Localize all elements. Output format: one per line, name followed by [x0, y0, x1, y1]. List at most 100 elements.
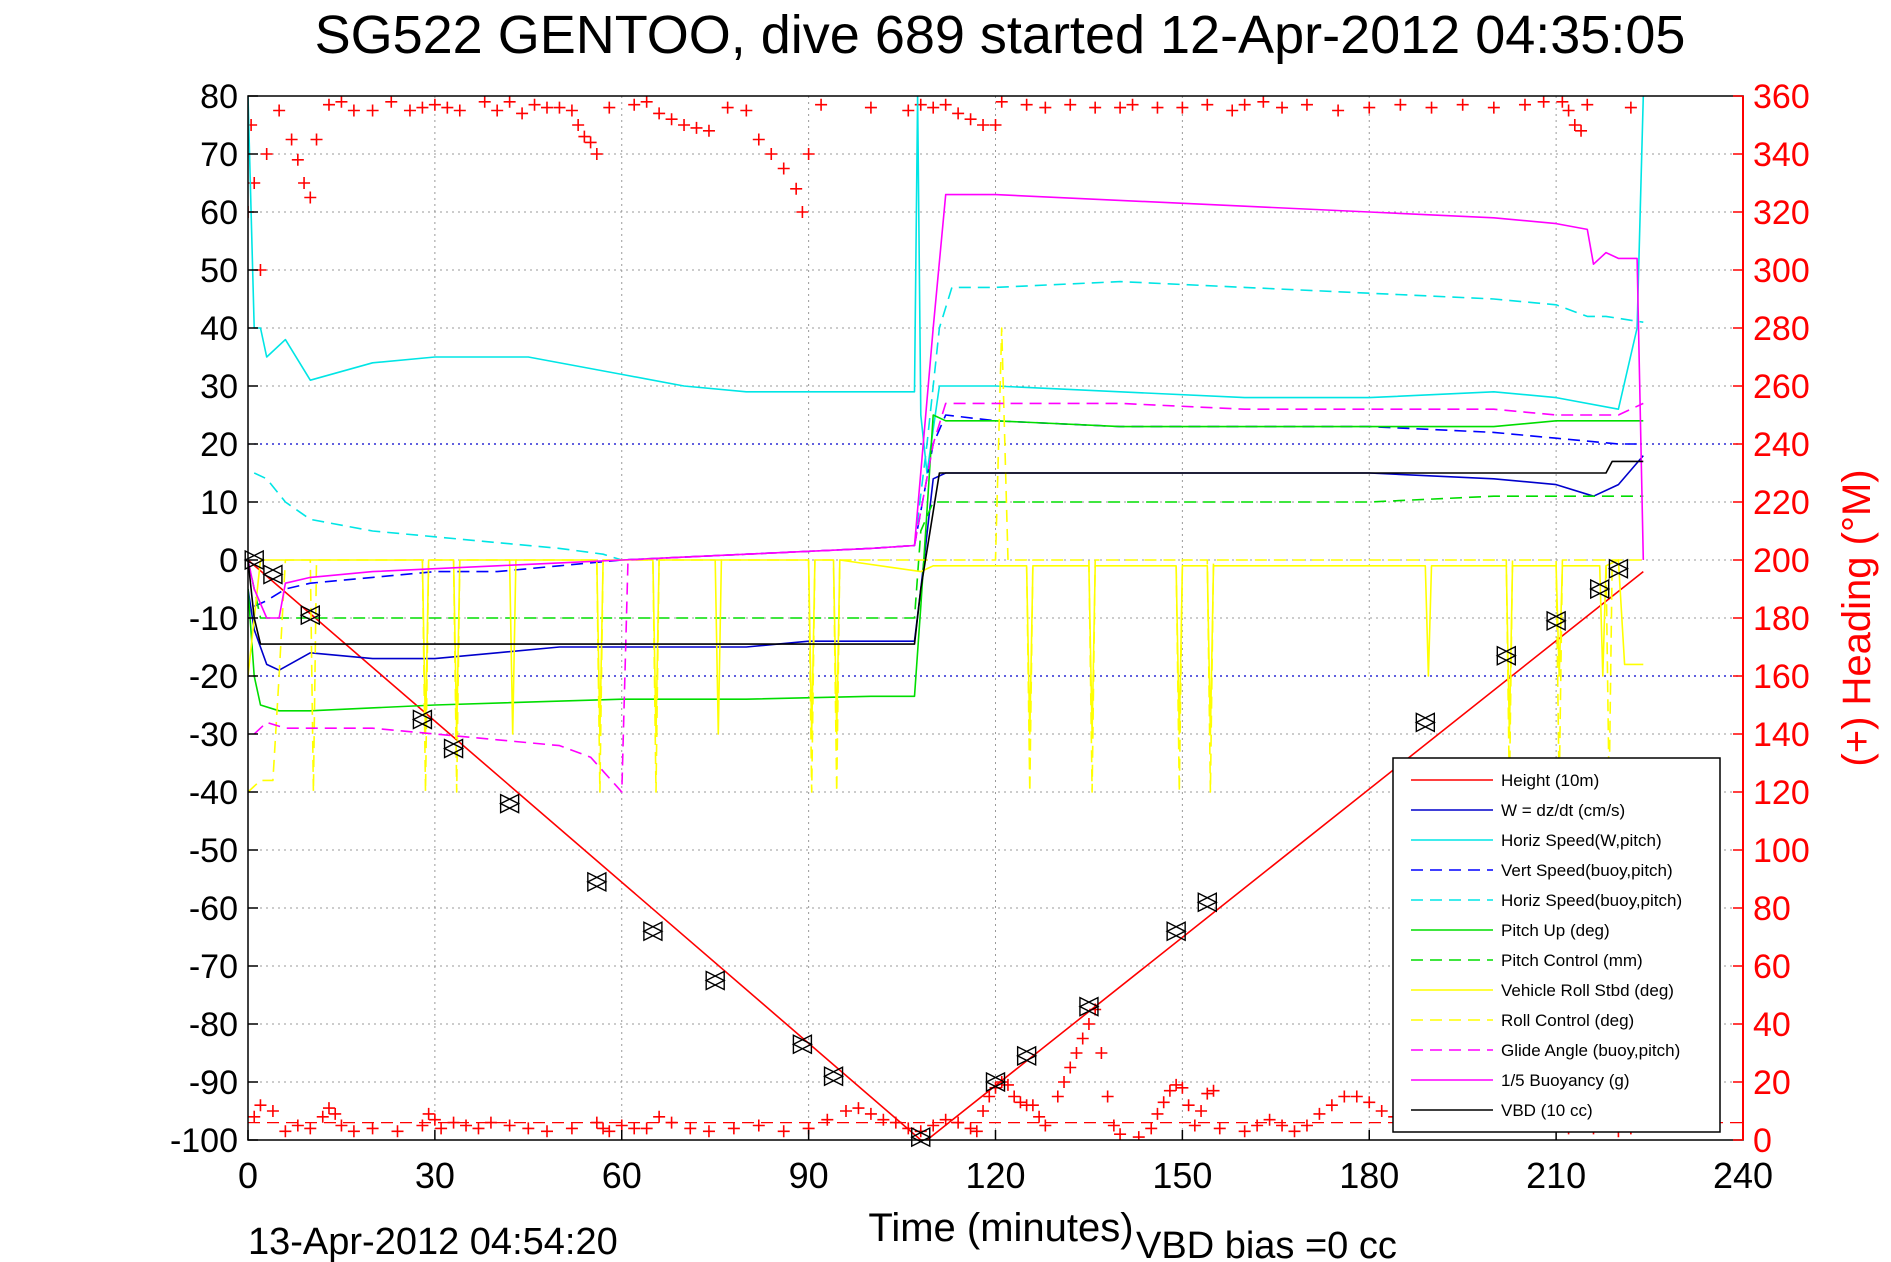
right-y-tick-label: 0: [1753, 1122, 1772, 1160]
heading-point: [1425, 101, 1438, 114]
heading-point: [1207, 1084, 1220, 1097]
series-line-1: [248, 455, 1644, 672]
heading-point: [1163, 1084, 1176, 1097]
series-line-0: [248, 559, 1644, 1140]
right-y-tick-label: 40: [1753, 1006, 1791, 1044]
heading-point: [1064, 1061, 1077, 1074]
heading-point: [304, 1122, 317, 1135]
left-y-tick-label: -40: [189, 774, 238, 812]
heading-point: [864, 101, 877, 114]
heading-point: [1276, 101, 1289, 114]
heading-point: [640, 96, 653, 108]
legend-box: [1392, 757, 1721, 1133]
right-y-tick-label: 80: [1753, 890, 1791, 928]
right-y-tick-label: 100: [1753, 832, 1810, 870]
heading-point: [503, 96, 516, 108]
heading-point: [1300, 1119, 1313, 1132]
left-y-tick-label: -100: [170, 1122, 238, 1160]
heading-point: [1188, 1119, 1201, 1132]
heading-point: [902, 104, 915, 117]
heading-point: [777, 1125, 790, 1138]
heading-point: [840, 1105, 852, 1117]
heading-point: [565, 104, 578, 117]
heading-point: [927, 101, 940, 114]
heading-point: [640, 1122, 653, 1135]
waypoint-marker-left: [984, 1071, 1006, 1093]
heading-point: [1288, 1125, 1301, 1138]
heading-point: [1325, 1099, 1338, 1112]
heading-point: [329, 1107, 342, 1120]
heading-point: [1114, 101, 1127, 114]
legend-label: Roll Control (deg): [1501, 1011, 1634, 1030]
waypoint-marker-left: [442, 738, 464, 759]
waypoint-marker-left: [1196, 892, 1217, 913]
heading-point: [553, 101, 566, 114]
heading-point: [1170, 1078, 1183, 1091]
heading-point: [952, 107, 965, 120]
right-y-tick-label: 260: [1753, 368, 1810, 406]
heading-point: [453, 104, 466, 117]
heading-point: [248, 1110, 261, 1123]
heading-point: [516, 107, 529, 120]
right-y-tick-label: 60: [1753, 948, 1791, 986]
legend-label: 1/5 Buoyancy (g): [1501, 1071, 1630, 1090]
heading-point: [285, 133, 298, 146]
heading-point: [1082, 1018, 1095, 1030]
heading-point: [977, 119, 990, 131]
heading-point: [460, 1119, 473, 1132]
heading-point: [1039, 1119, 1052, 1132]
heading-point: [590, 148, 603, 160]
legend-label: Horiz Speed(W,pitch): [1501, 831, 1662, 850]
heading-point: [1039, 101, 1052, 114]
heading-point: [1575, 124, 1588, 137]
heading-point: [1182, 1099, 1195, 1112]
heading-point: [273, 104, 286, 117]
waypoint-marker-left: [1078, 996, 1099, 1017]
legend-label: W = dz/dt (cm/s): [1501, 801, 1625, 820]
heading-point: [939, 98, 952, 111]
heading-point: [1026, 1099, 1039, 1112]
left-y-axis-ticks: 80 70 60 50 40 30 20 10 0 -10 -20 -30 -40 -50 -60 -70 -8…: [170, 78, 258, 1160]
x-tick-label: 180: [1339, 1155, 1399, 1196]
right-y-axis-ticks: 3603403203002802602402202001801601401201…: [1733, 78, 1810, 1160]
waypoint-marker-left: [411, 709, 433, 730]
heading-point: [1051, 1090, 1064, 1103]
series-line-8: [248, 327, 1644, 793]
heading-point: [603, 1125, 616, 1138]
heading-point: [1263, 1113, 1276, 1126]
heading-point: [727, 1122, 740, 1135]
right-y-tick-label: 200: [1753, 542, 1810, 580]
series-line-5: [248, 414, 1644, 712]
x-tick-label: 240: [1713, 1155, 1773, 1196]
heading-point: [1058, 1076, 1071, 1088]
heading-point: [435, 1122, 448, 1135]
heading-point: [995, 96, 1008, 108]
heading-point: [1070, 1047, 1083, 1059]
heading-point: [1556, 96, 1569, 108]
x-tick-label: 30: [415, 1155, 455, 1196]
heading-point: [964, 1122, 977, 1135]
waypoint-marker-left: [1589, 578, 1610, 600]
waypoint-marker-left: [791, 1034, 813, 1055]
heading-point: [1257, 96, 1270, 108]
heading-point: [852, 1102, 865, 1115]
legend: Height (10m) W = dz/dt (cm/s) Horiz Speed(…: [1392, 757, 1721, 1133]
series-line-10: [248, 193, 1645, 619]
heading-point: [385, 96, 398, 108]
heading-point: [335, 96, 348, 108]
heading-point: [366, 1122, 379, 1135]
heading-point: [1132, 1131, 1145, 1140]
legend-label: Vert Speed(buoy,pitch): [1501, 861, 1673, 880]
heading-point: [790, 182, 803, 195]
heading-point: [1568, 119, 1581, 131]
heading-point: [1537, 96, 1550, 108]
right-y-tick-label: 360: [1753, 78, 1810, 116]
legend-label: Pitch Control (mm): [1501, 951, 1643, 970]
heading-point: [590, 1116, 603, 1129]
right-y-tick-label: 180: [1753, 600, 1810, 638]
heading-point: [1251, 1119, 1264, 1132]
right-y-tick-label: 340: [1753, 136, 1810, 174]
heading-point: [1581, 98, 1594, 111]
heading-point: [528, 98, 541, 111]
heading-point: [1195, 1105, 1208, 1117]
